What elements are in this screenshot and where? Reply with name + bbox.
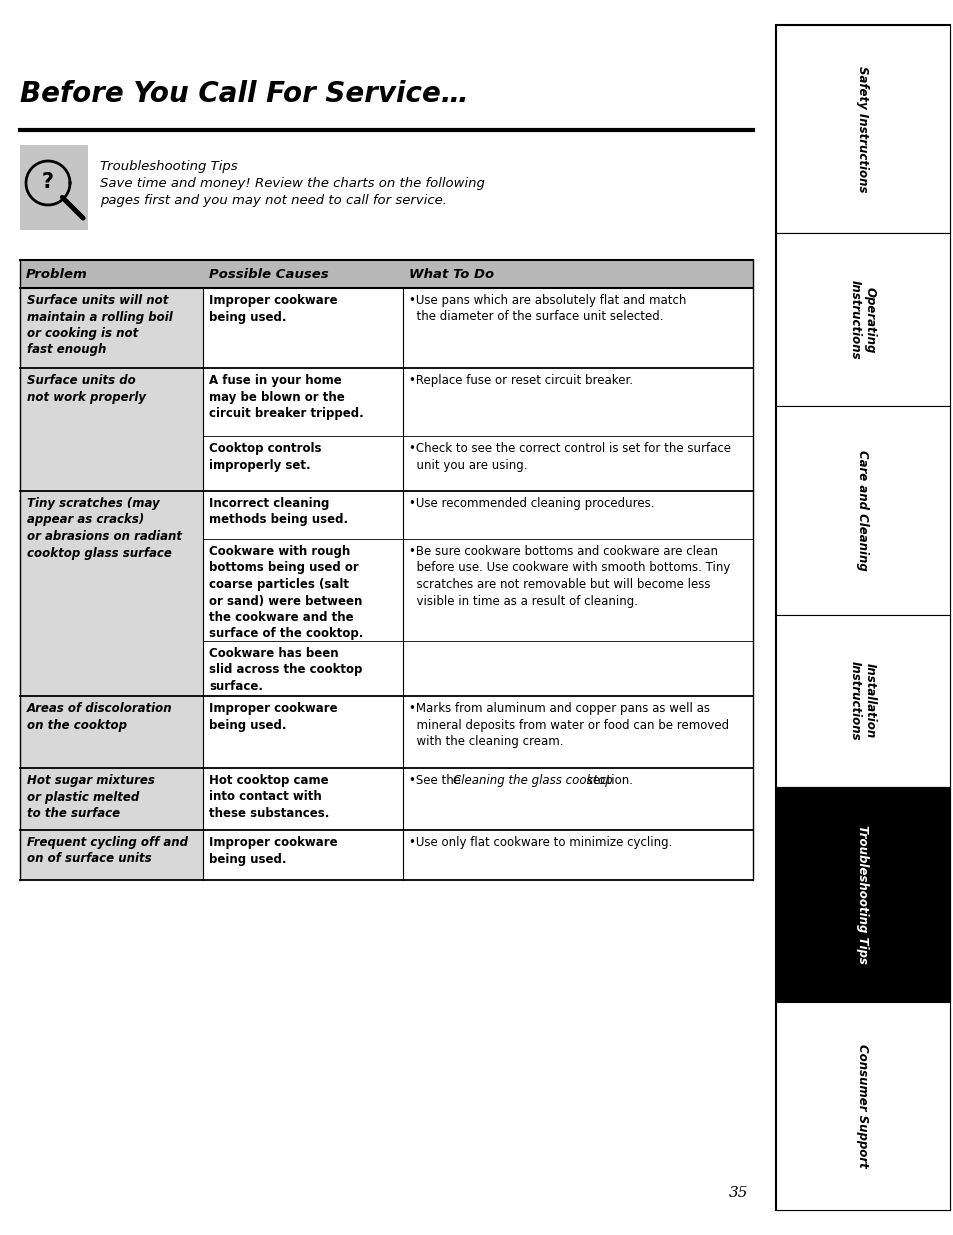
Bar <box>20 492 203 697</box>
Text: A fuse in your home
may be blown or the
circuit breaker tripped.: A fuse in your home may be blown or the … <box>209 374 363 420</box>
Text: •Check to see the correct control is set for the surface
  unit you are using.: •Check to see the correct control is set… <box>409 442 730 472</box>
Text: Areas of discoloration
on the cooktop: Areas of discoloration on the cooktop <box>27 701 172 731</box>
Text: Tiny scratches (may
appear as cracks)
or abrasions on radiant
cooktop glass surf: Tiny scratches (may appear as cracks) or… <box>27 496 182 559</box>
Bar <box>20 261 752 288</box>
Bar <box>775 406 949 615</box>
Text: Cooktop controls
improperly set.: Cooktop controls improperly set. <box>209 442 321 472</box>
Bar <box>20 368 203 492</box>
Text: Possible Causes: Possible Causes <box>209 268 328 280</box>
Text: ?: ? <box>42 172 54 191</box>
Bar <box>20 768 203 830</box>
Text: Cookware has been
slid across the cooktop
surface.: Cookware has been slid across the cookto… <box>209 647 362 693</box>
Bar <box>775 787 949 1002</box>
Text: Save time and money! Review the charts on the following
pages first and you may : Save time and money! Review the charts o… <box>100 177 484 207</box>
Text: Problem: Problem <box>26 268 88 280</box>
Text: •Be sure cookware bottoms and cookware are clean
  before use. Use cookware with: •Be sure cookware bottoms and cookware a… <box>409 545 730 608</box>
Text: Improper cookware
being used.: Improper cookware being used. <box>209 701 337 731</box>
Text: Hot cooktop came
into contact with
these substances.: Hot cooktop came into contact with these… <box>209 774 329 820</box>
Text: Improper cookware
being used.: Improper cookware being used. <box>209 836 337 866</box>
Text: Cleaning the glass cooktop: Cleaning the glass cooktop <box>453 774 612 787</box>
Bar <box>20 144 88 230</box>
Bar <box>20 697 203 768</box>
Text: Consumer Support: Consumer Support <box>856 1044 868 1167</box>
Bar <box>775 233 949 406</box>
Text: Care and Cleaning: Care and Cleaning <box>856 450 868 571</box>
Text: •See the: •See the <box>409 774 464 787</box>
Text: Operating
Instructions: Operating Instructions <box>848 280 876 359</box>
Text: •Marks from aluminum and copper pans as well as
  mineral deposits from water or: •Marks from aluminum and copper pans as … <box>409 701 728 748</box>
Text: Frequent cycling off and
on of surface units: Frequent cycling off and on of surface u… <box>27 836 188 866</box>
Text: 35: 35 <box>728 1186 747 1200</box>
Bar <box>20 830 203 881</box>
Text: •Use recommended cleaning procedures.: •Use recommended cleaning procedures. <box>409 496 654 510</box>
Bar <box>775 1002 949 1210</box>
Bar <box>775 25 949 233</box>
Text: What To Do: What To Do <box>409 268 494 280</box>
Bar <box>775 615 949 787</box>
Text: Surface units will not
maintain a rolling boil
or cooking is not
fast enough: Surface units will not maintain a rollin… <box>27 294 172 357</box>
Text: Improper cookware
being used.: Improper cookware being used. <box>209 294 337 324</box>
Text: •Use pans which are absolutely flat and match
  the diameter of the surface unit: •Use pans which are absolutely flat and … <box>409 294 685 324</box>
Text: Cookware with rough
bottoms being used or
coarse particles (salt
or sand) were b: Cookware with rough bottoms being used o… <box>209 545 363 641</box>
Text: section.: section. <box>582 774 633 787</box>
Text: •Replace fuse or reset circuit breaker.: •Replace fuse or reset circuit breaker. <box>409 374 633 387</box>
Text: Incorrect cleaning
methods being used.: Incorrect cleaning methods being used. <box>209 496 348 526</box>
Text: Troubleshooting Tips: Troubleshooting Tips <box>100 161 237 173</box>
Text: Safety Instructions: Safety Instructions <box>856 65 868 193</box>
Text: Hot sugar mixtures
or plastic melted
to the surface: Hot sugar mixtures or plastic melted to … <box>27 774 154 820</box>
Text: Before You Call For Service…: Before You Call For Service… <box>20 80 468 107</box>
Text: Surface units do
not work properly: Surface units do not work properly <box>27 374 146 404</box>
Text: Troubleshooting Tips: Troubleshooting Tips <box>856 825 868 963</box>
Text: •Use only flat cookware to minimize cycling.: •Use only flat cookware to minimize cycl… <box>409 836 672 848</box>
Bar <box>20 288 203 368</box>
Text: Installation
Instructions: Installation Instructions <box>848 661 876 741</box>
